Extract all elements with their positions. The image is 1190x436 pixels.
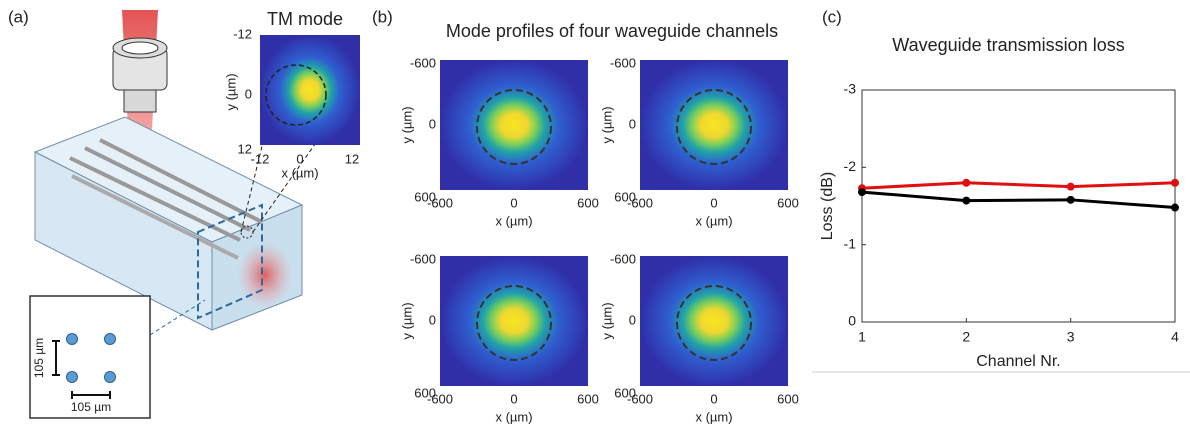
mode-boundary: [476, 285, 552, 361]
x-tick-label: -600: [427, 391, 453, 406]
y-tick-label: -2: [844, 158, 857, 174]
series-line: [861, 190, 1176, 210]
y-tick-label: 0: [629, 116, 636, 131]
inset-title: TM mode: [267, 9, 343, 29]
mode-boundary: [476, 89, 552, 165]
y-tick-label: -600: [610, 55, 636, 70]
y-axis-label: y (µm): [399, 106, 414, 143]
panel-label: (b): [372, 7, 393, 26]
mode-boundary: [676, 89, 752, 165]
data-point: [1171, 178, 1179, 187]
y-tick-label: 0: [429, 312, 436, 327]
x-tick-label: 4: [1171, 329, 1179, 345]
x-tick-label: 3: [1067, 329, 1075, 345]
x-axis-label: x (µm): [495, 409, 532, 424]
spacing-label: 105 µm: [71, 400, 111, 414]
x-axis-label: x (µm): [695, 409, 732, 424]
inset-x-label: x (µm): [281, 165, 318, 180]
y-tick-label: 600: [614, 385, 636, 400]
x-tick-label: 600: [777, 195, 799, 210]
panel-label: (a): [8, 7, 29, 26]
x-tick-label: 0: [510, 195, 517, 210]
x-tick-label: 600: [577, 195, 599, 210]
mode-boundary: [676, 285, 752, 361]
y-axis-label: y (µm): [599, 106, 614, 143]
y-tick-label: 600: [414, 385, 436, 400]
x-tick-label: 600: [577, 391, 599, 406]
inset-y-label: y (µm): [223, 73, 238, 110]
data-point: [858, 188, 866, 197]
y-axis-label: Loss (dB): [819, 172, 836, 240]
series-line: [861, 181, 1176, 190]
x-tick-label: 0: [510, 391, 517, 406]
y-axis-label: y (µm): [399, 302, 414, 339]
y-tick-label: 0: [848, 313, 856, 329]
chart-title: Waveguide transmission loss: [892, 35, 1124, 55]
inset-tick: -12: [233, 26, 252, 41]
mode-profile: [440, 60, 588, 190]
mode-profile: [440, 256, 588, 386]
x-tick-label: 2: [962, 329, 970, 345]
data-point: [962, 196, 971, 205]
y-tick-label: -3: [844, 81, 857, 97]
mode-profile: [640, 60, 788, 190]
spacing-label: 105 µm: [32, 338, 46, 378]
panel-label: (c): [822, 7, 842, 26]
data-point: [1066, 195, 1075, 204]
y-tick-label: -1: [844, 235, 857, 251]
x-tick-label: 0: [710, 195, 717, 210]
inset-tick: 0: [245, 86, 252, 101]
x-tick-label: -600: [627, 195, 653, 210]
y-tick-label: -600: [610, 251, 636, 266]
inset-tick: -12: [251, 151, 270, 166]
inset-tick: 12: [345, 151, 359, 166]
x-tick-label: -600: [427, 195, 453, 210]
y-tick-label: -600: [410, 55, 436, 70]
x-axis-label: Channel Nr.: [976, 353, 1061, 370]
y-tick-label: 0: [629, 312, 636, 327]
y-tick-label: 600: [614, 189, 636, 204]
y-tick-label: -600: [410, 251, 436, 266]
panel-b-title: Mode profiles of four waveguide channels: [446, 21, 778, 41]
x-axis-label: x (µm): [495, 213, 532, 228]
setup-diagram: [29, 10, 360, 419]
plot-frame: [861, 89, 1176, 323]
y-tick-label: 600: [414, 189, 436, 204]
x-tick-label: -600: [627, 391, 653, 406]
x-tick-label: 600: [777, 391, 799, 406]
data-point: [962, 178, 971, 187]
x-tick-label: 0: [710, 391, 717, 406]
mode-profile: [640, 256, 788, 386]
data-point: [1066, 182, 1075, 191]
inset-tick: 12: [238, 141, 252, 156]
y-axis-label: y (µm): [599, 302, 614, 339]
x-tick-label: 1: [858, 329, 866, 345]
x-axis-label: x (µm): [695, 213, 732, 228]
data-point: [1171, 203, 1179, 212]
y-tick-label: 0: [429, 116, 436, 131]
inset-tick: 0: [296, 151, 303, 166]
